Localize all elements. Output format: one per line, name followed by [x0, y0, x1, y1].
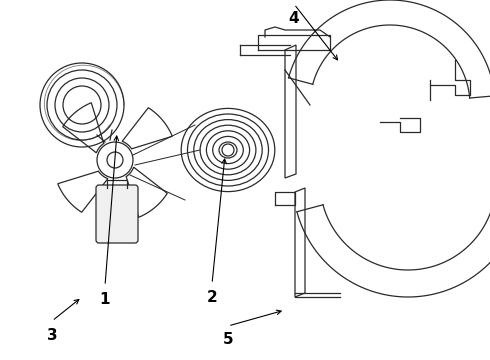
FancyBboxPatch shape: [96, 185, 138, 243]
Text: 3: 3: [47, 328, 57, 342]
Text: 5: 5: [222, 333, 233, 347]
Text: 2: 2: [207, 291, 218, 306]
Text: 1: 1: [100, 292, 110, 307]
Text: 4: 4: [289, 10, 299, 26]
Circle shape: [222, 144, 234, 156]
